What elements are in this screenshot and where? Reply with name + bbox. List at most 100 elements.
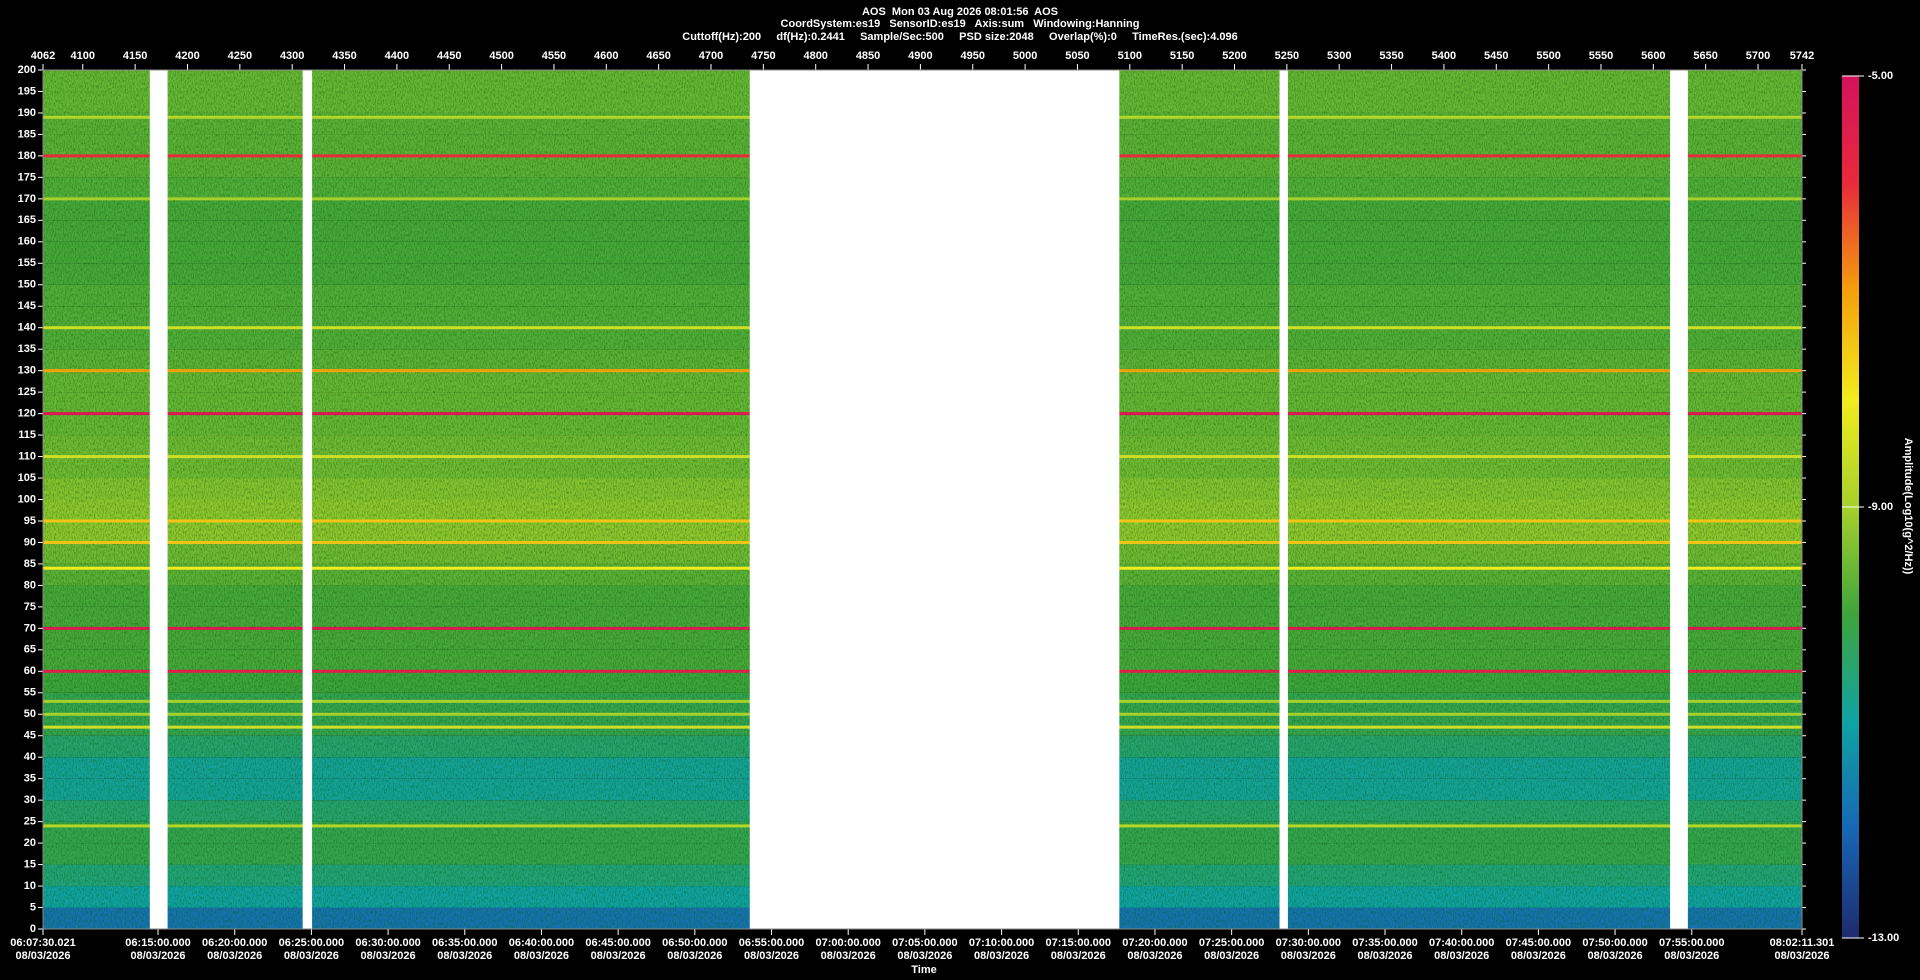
x-tick-label: 5450 bbox=[1484, 50, 1508, 62]
time-tick-label: 06:30:00.000 bbox=[355, 937, 420, 949]
colorbar-tick-label: -9.00 bbox=[1868, 501, 1893, 513]
time-tick-date: 08/03/2026 bbox=[1204, 950, 1259, 962]
data-gap bbox=[749, 70, 1120, 929]
x-tick-label: 5200 bbox=[1222, 50, 1246, 62]
y-tick-label: 190 bbox=[18, 107, 36, 119]
y-tick-label: 165 bbox=[18, 214, 36, 226]
y-tick-label: 60 bbox=[24, 665, 36, 677]
time-tick-date: 08/03/2026 bbox=[744, 950, 799, 962]
x-tick-label: 4450 bbox=[437, 50, 461, 62]
colorbar-tick-label: -5.00 bbox=[1868, 70, 1893, 82]
time-tick-date: 08/03/2026 bbox=[514, 950, 569, 962]
x-tick-label: 5742 bbox=[1790, 50, 1814, 62]
x-tick-label: 5050 bbox=[1065, 50, 1089, 62]
y-tick-label: 115 bbox=[18, 429, 36, 441]
y-tick-label: 55 bbox=[24, 687, 36, 699]
y-tick-label: 130 bbox=[18, 365, 36, 377]
time-tick-label: 06:50:00.000 bbox=[662, 937, 727, 949]
time-tick-label: 06:20:00.000 bbox=[202, 937, 267, 949]
y-tick-label: 20 bbox=[24, 837, 36, 849]
y-tick-label: 0 bbox=[30, 923, 36, 935]
y-tick-label: 195 bbox=[18, 85, 36, 97]
time-tick-label: 07:00:00.000 bbox=[815, 937, 880, 949]
y-tick-label: 25 bbox=[24, 816, 36, 828]
x-tick-label: 5400 bbox=[1432, 50, 1456, 62]
header-line: Cuttoff(Hz):200 df(Hz):0.2441 Sample/Sec… bbox=[682, 31, 1238, 43]
x-tick-label: 4150 bbox=[123, 50, 147, 62]
y-tick-label: 150 bbox=[18, 279, 36, 291]
time-tick-label: 07:35:00.000 bbox=[1352, 937, 1417, 949]
x-tick-label: 4100 bbox=[71, 50, 95, 62]
y-tick-label: 140 bbox=[18, 322, 36, 334]
x-tick-label: 4250 bbox=[228, 50, 252, 62]
time-tick-date: 08/03/2026 bbox=[667, 950, 722, 962]
x-tick-label: 4950 bbox=[961, 50, 985, 62]
y-tick-label: 40 bbox=[24, 751, 36, 763]
y-tick-label: 125 bbox=[18, 386, 36, 398]
x-tick-label: 5100 bbox=[1118, 50, 1142, 62]
x-tick-label: 4600 bbox=[594, 50, 618, 62]
time-tick-date: 08/03/2026 bbox=[1588, 950, 1643, 962]
x-tick-label: 5500 bbox=[1536, 50, 1560, 62]
time-tick-label: 07:25:00.000 bbox=[1199, 937, 1264, 949]
x-tick-label: 5550 bbox=[1589, 50, 1613, 62]
y-tick-label: 35 bbox=[24, 773, 36, 785]
time-tick-label: 06:35:00.000 bbox=[432, 937, 497, 949]
time-tick-label: 07:10:00.000 bbox=[969, 937, 1034, 949]
x-tick-label: 5350 bbox=[1379, 50, 1403, 62]
x-tick-label: 5700 bbox=[1746, 50, 1770, 62]
y-tick-label: 70 bbox=[24, 622, 36, 634]
x-tick-label: 5000 bbox=[1013, 50, 1037, 62]
time-tick-date: 08/03/2026 bbox=[1664, 950, 1719, 962]
y-tick-label: 30 bbox=[24, 794, 36, 806]
data-gap bbox=[149, 70, 168, 929]
plot-frame bbox=[42, 69, 1803, 930]
colorbar-label: Amplitude(Log10(g^2/Hz)) bbox=[1902, 438, 1914, 575]
y-tick-label: 175 bbox=[18, 171, 36, 183]
y-tick-label: 90 bbox=[24, 536, 36, 548]
y-tick-label: 85 bbox=[24, 558, 36, 570]
data-gap bbox=[1279, 70, 1288, 929]
y-tick-label: 135 bbox=[18, 343, 36, 355]
y-tick-label: 110 bbox=[18, 450, 36, 462]
x-tick-label: 4700 bbox=[699, 50, 723, 62]
time-tick-date: 08/03/2026 bbox=[130, 950, 185, 962]
time-tick-date: 08/03/2026 bbox=[437, 950, 492, 962]
x-tick-label: 4400 bbox=[385, 50, 409, 62]
time-tick-label: 07:55:00.000 bbox=[1659, 937, 1724, 949]
x-tick-label: 4850 bbox=[856, 50, 880, 62]
y-tick-label: 45 bbox=[24, 730, 36, 742]
y-tick-label: 180 bbox=[18, 150, 36, 162]
y-tick-label: 120 bbox=[18, 408, 36, 420]
x-tick-label: 4750 bbox=[751, 50, 775, 62]
time-tick-label: 07:45:00.000 bbox=[1506, 937, 1571, 949]
time-tick-date: 08/03/2026 bbox=[1357, 950, 1412, 962]
y-tick-label: 105 bbox=[18, 472, 36, 484]
time-tick-date: 08/03/2026 bbox=[1434, 950, 1489, 962]
x-tick-label: 4200 bbox=[175, 50, 199, 62]
time-tick-label: 06:55:00.000 bbox=[739, 937, 804, 949]
y-tick-label: 145 bbox=[18, 300, 36, 312]
y-tick-label: 80 bbox=[24, 579, 36, 591]
x-tick-label: 5300 bbox=[1327, 50, 1351, 62]
colorbar-tick-label: -13.00 bbox=[1868, 932, 1899, 944]
time-tick-label: 07:05:00.000 bbox=[892, 937, 957, 949]
data-gap bbox=[1670, 70, 1688, 929]
time-tick-date: 08/03/2026 bbox=[591, 950, 646, 962]
time-tick-label: 06:07:30.021 bbox=[10, 937, 75, 949]
time-tick-label: 06:25:00.000 bbox=[279, 937, 344, 949]
time-tick-label: 07:30:00.000 bbox=[1276, 937, 1341, 949]
x-tick-label: 4300 bbox=[280, 50, 304, 62]
time-tick-date: 08/03/2026 bbox=[1051, 950, 1106, 962]
x-tick-label: 4550 bbox=[542, 50, 566, 62]
time-tick-label: 08:02:11.301 bbox=[1770, 937, 1835, 949]
time-tick-label: 07:50:00.000 bbox=[1582, 937, 1647, 949]
y-tick-label: 5 bbox=[30, 901, 36, 913]
plot-area bbox=[43, 70, 1802, 929]
time-tick-label: 06:45:00.000 bbox=[585, 937, 650, 949]
y-tick-label: 15 bbox=[24, 858, 36, 870]
chart-title: AOS Mon 03 Aug 2026 08:01:56 AOS bbox=[862, 6, 1058, 18]
x-tick-label: 4500 bbox=[489, 50, 513, 62]
x-tick-label: 4650 bbox=[646, 50, 670, 62]
